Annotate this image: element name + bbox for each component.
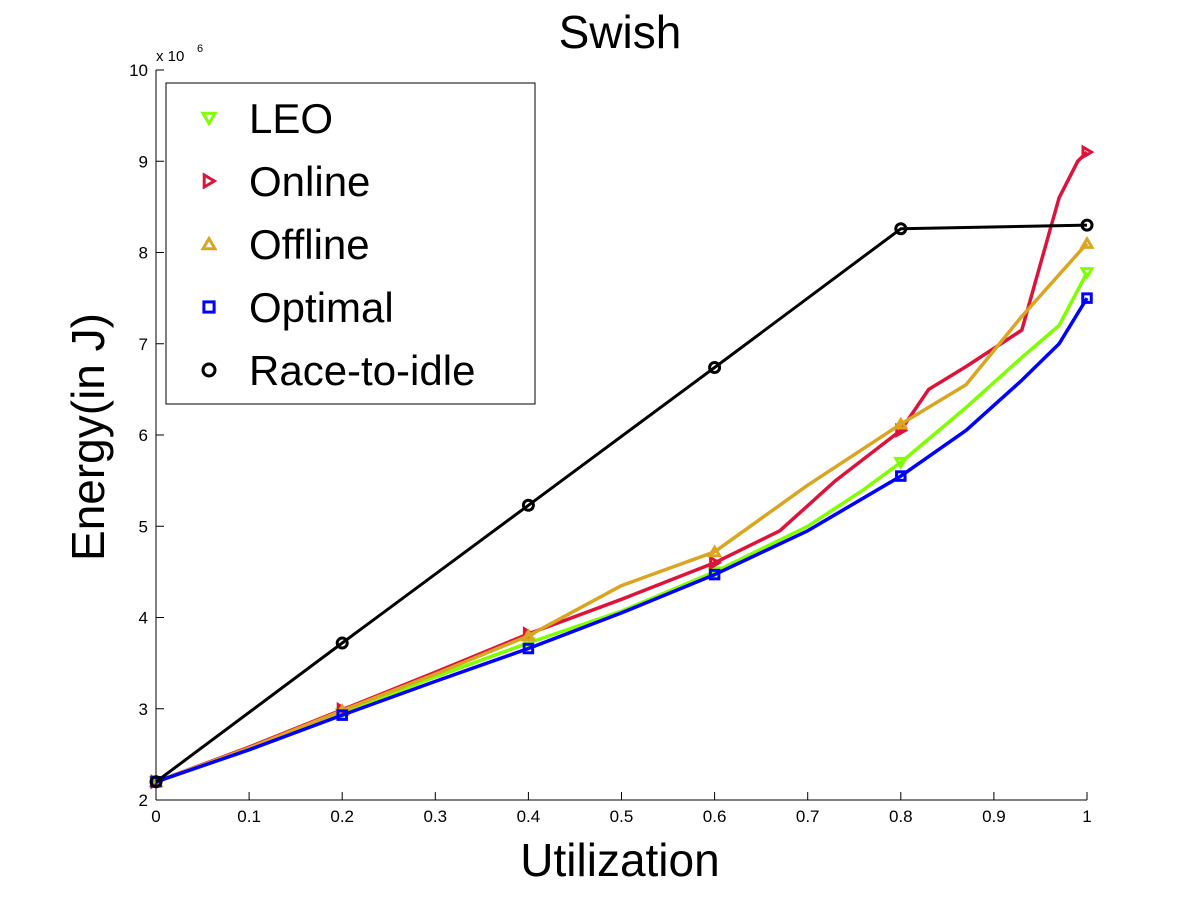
data-point: [708, 360, 722, 374]
data-point: [336, 709, 348, 721]
y-tick-label: 10: [129, 61, 148, 80]
y-axis-label: Energy(in J): [62, 313, 114, 561]
data-point: [893, 456, 909, 470]
legend-box: [165, 82, 536, 405]
data-point: [1080, 218, 1094, 232]
legend: LEO Online Offline Optimal Race-to-idle: [165, 82, 536, 405]
series-line: [155, 271, 1089, 784]
data-point: [1081, 292, 1093, 304]
series-line: [155, 242, 1089, 784]
data-point: [706, 544, 723, 558]
legend-item: Offline: [200, 221, 370, 268]
y-tick-label: 3: [139, 700, 148, 719]
y-tick-label: 4: [139, 609, 148, 628]
legend-marker: [200, 111, 218, 127]
x-tick-label: 1: [1082, 807, 1091, 826]
legend-label: Optimal: [249, 284, 394, 331]
x-tick-label: 0: [151, 807, 160, 826]
x-tick-label: 0.9: [982, 807, 1006, 826]
legend-label: Race-to-idle: [249, 347, 475, 394]
x-tick-label: 0.4: [517, 807, 541, 826]
series-line: [155, 297, 1089, 784]
data-point: [894, 222, 908, 236]
legend-label: Online: [249, 158, 370, 205]
x-tick-label: 0.7: [796, 807, 820, 826]
series-race-to-idle: [149, 218, 1094, 789]
ticks-group: 0 0.1 0.2 0.3 0.4 0.5 0.6 0.7 0.8 0.9 1 2 3 4 5 6 7 8 9 10: [129, 61, 1092, 826]
data-point: [521, 498, 535, 512]
data-point: [1081, 144, 1095, 160]
series-group: [148, 144, 1095, 790]
legend-marker: [202, 300, 216, 314]
y-multiplier: x 10 6: [156, 43, 203, 65]
legend-item: Race-to-idle: [201, 347, 475, 394]
legend-label: LEO: [249, 95, 333, 142]
x-tick-label: 0.2: [330, 807, 354, 826]
x-tick-label: 0.5: [610, 807, 634, 826]
data-point: [1079, 267, 1095, 281]
data-point: [895, 470, 907, 482]
y-multiplier-base: x 10: [156, 48, 184, 65]
x-tick-label: 0.8: [889, 807, 913, 826]
x-axis-label: Utilization: [520, 834, 719, 886]
y-multiplier-exponent: 6: [197, 43, 203, 55]
legend-item: Optimal: [202, 284, 394, 331]
data-point: [335, 636, 349, 650]
x-tick-label: 0.6: [703, 807, 727, 826]
data-point: [709, 555, 723, 571]
x-tick-label: 0.1: [237, 807, 261, 826]
x-tick-label: 0.3: [423, 807, 447, 826]
data-point: [893, 416, 909, 430]
legend-label: Offline: [249, 221, 370, 268]
y-tick-label: 5: [139, 517, 148, 536]
data-point: [520, 628, 537, 642]
data-point: [1079, 235, 1095, 249]
y-tick-label: 9: [139, 152, 148, 171]
legend-marker: [201, 362, 217, 378]
y-tick-label: 8: [139, 244, 148, 263]
y-tick-label: 7: [139, 335, 148, 354]
y-tick-label: 2: [139, 791, 148, 810]
series-line: [155, 223, 1088, 784]
legend-marker: [200, 235, 218, 251]
data-point: [522, 642, 535, 655]
y-tick-label: 6: [139, 426, 148, 445]
chart-title: Swish: [559, 6, 682, 58]
data-point: [708, 568, 721, 581]
legend-item: Online: [202, 158, 370, 205]
legend-marker: [202, 172, 218, 190]
legend-item: LEO: [200, 95, 333, 142]
